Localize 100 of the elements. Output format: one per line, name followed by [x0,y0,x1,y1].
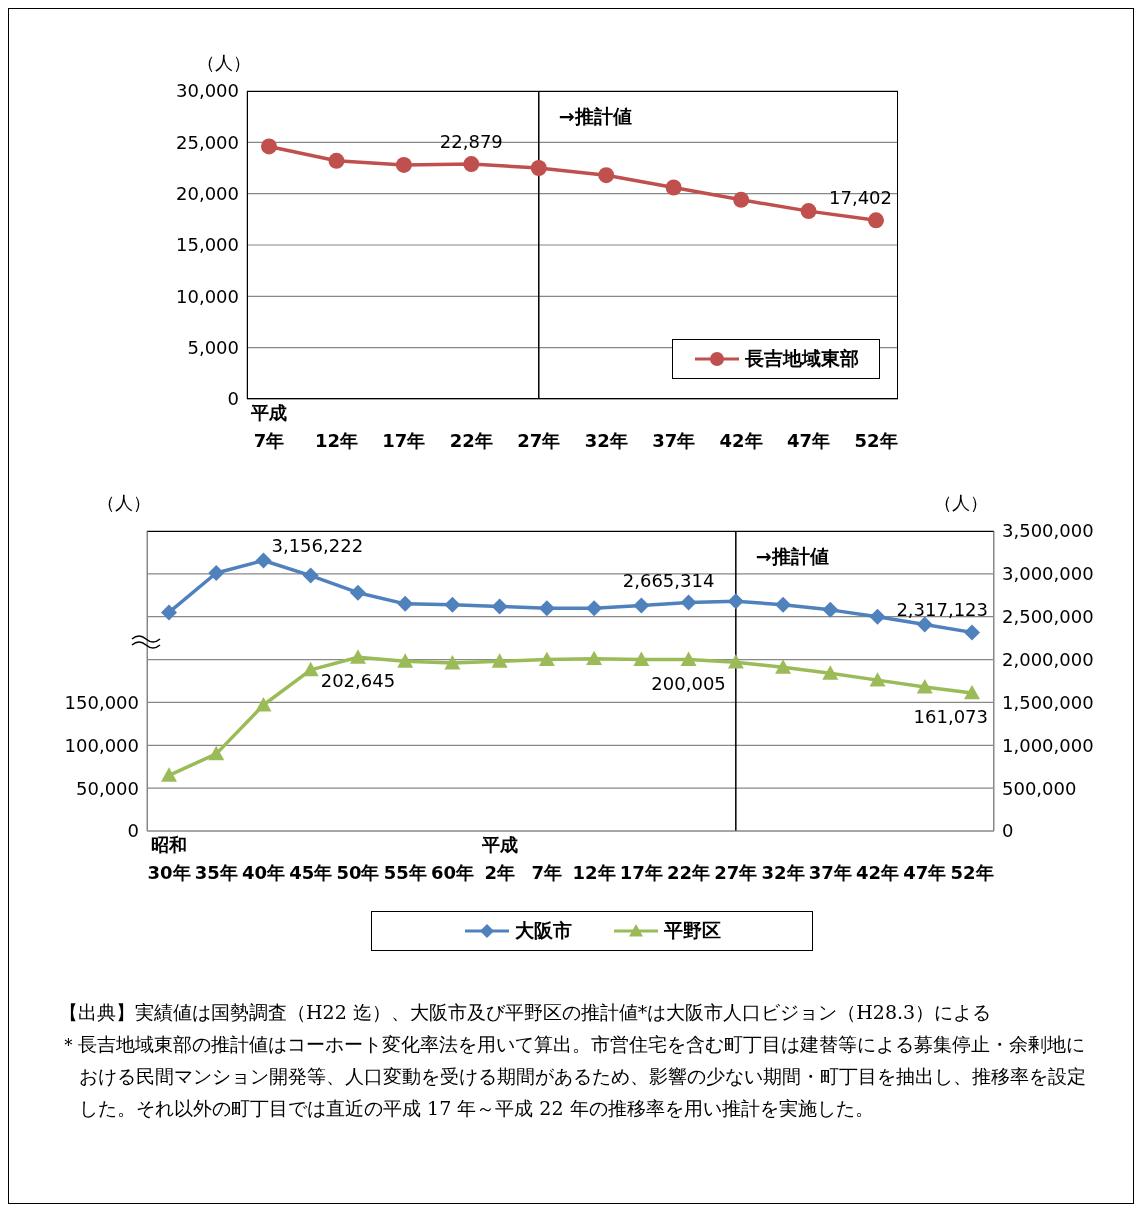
point [964,684,980,700]
data-label: 200,005 [651,672,726,694]
point [395,156,412,173]
data-label: 17,402 [829,187,892,209]
x-tick-label: 12年 [314,430,358,451]
point [633,597,650,614]
point [538,651,555,666]
point [255,697,272,712]
point [733,191,750,208]
data-label: 2,317,123 [896,599,988,621]
point [444,596,461,613]
x-tick-label: 32年 [761,862,805,883]
point [302,661,319,677]
ref-line-label: →推計値 [558,105,632,127]
x-tick-label: 47年 [787,430,831,451]
point [161,604,177,621]
point [598,167,615,184]
x-tick-label: 42年 [856,862,900,883]
x-tick-label: 27年 [714,862,758,883]
x-tick-label: 12年 [572,862,616,883]
y-tick-label: 20,000 [176,183,239,205]
point [208,565,225,581]
data-label: 2,665,314 [622,569,715,591]
point [822,665,839,680]
point [161,767,177,782]
point [530,160,547,176]
data-label: 3,156,222 [271,535,364,557]
y2-tick-label: 500,000 [1002,777,1077,799]
point [397,653,414,668]
x-tick-label: 60年 [430,862,474,883]
x-tick-label: 昭和 30年 [147,834,191,883]
point [302,567,319,584]
point [328,152,345,169]
y-tick-label: 5,000 [187,337,239,359]
y-tick-label: 50,000 [76,777,139,799]
y-tick-label: 25,000 [176,131,239,153]
x-tick-label: 42年 [719,430,763,451]
y2-tick-label: 1,500,000 [1002,691,1094,713]
point [586,600,603,617]
y2-tick-label: 2,500,000 [1002,606,1094,628]
y2-tick-label: 3,500,000 [1002,520,1094,542]
x-tick-label: 40年 [241,862,285,883]
legend-label: 平野区 [663,918,721,943]
point [633,651,650,666]
point [255,552,272,569]
legend-label: 大阪市 [514,918,572,943]
y-tick-label: 0 [127,820,139,842]
y-tick-label: 30,000 [176,80,239,102]
point [208,745,225,761]
point [491,653,508,668]
ref-line-label: →推計値 [755,545,829,567]
point [586,650,603,666]
x-tick-label: 37年 [652,430,696,451]
point [868,212,884,229]
data-label: 202,645 [320,670,396,692]
y-tick-label: 150,000 [64,691,139,713]
point [680,594,697,611]
x-tick-label: 45年 [289,862,333,883]
y-axis-title: （人） [97,491,151,515]
y2-tick-label: 3,000,000 [1002,563,1094,585]
y2-tick-label: 0 [1002,820,1014,842]
y-tick-label: 0 [227,388,239,410]
x-tick-label: 52年 [854,430,898,451]
y-tick-label: 10,000 [176,285,239,307]
text: 【出典】実績値は国勢調査（H22 迄）、大阪市及び平野区の推計値*は大阪市人口ビジョン（H28.3）による [59,1000,993,1025]
x-tick-label: 37年 [808,862,852,883]
point [869,608,886,625]
y-tick-label: 100,000 [64,734,139,756]
data-label: 22,879 [439,131,503,153]
y2-axis-title: （人） [934,491,988,515]
point [775,659,792,674]
y2-tick-label: 1,000,000 [1002,734,1094,756]
x-tick-label: 22年 [449,430,493,451]
x-tick-label: 50年 [336,862,380,883]
x-tick-label: 32年 [584,430,628,451]
point [444,655,461,670]
x-tick-label: 17年 [619,862,663,883]
x-tick-label: 22年 [667,862,711,883]
x-tick-label: 平成 2年 [480,834,518,883]
x-tick-label: 27年 [517,430,561,451]
y2-tick-label: 2,000,000 [1002,648,1094,670]
point [349,649,366,664]
x-tick-label: 52年 [950,862,994,883]
point [261,138,277,155]
x-tick-label: 47年 [903,862,947,883]
x-tick-label: 7年 [531,862,563,883]
y-axis-title: （人） [197,51,251,75]
point [964,624,980,641]
legend-label: 長吉地域東部 [745,346,859,371]
point [800,203,817,220]
x-tick-label: 55年 [383,862,427,883]
point [775,596,792,613]
point [463,156,480,173]
point [349,584,366,601]
point [491,598,508,615]
x-tick-label: 35年 [194,862,238,883]
point [665,179,682,196]
y-tick-label: 15,000 [176,234,239,256]
point [822,601,839,618]
x-tick-label: 17年 [382,430,426,451]
